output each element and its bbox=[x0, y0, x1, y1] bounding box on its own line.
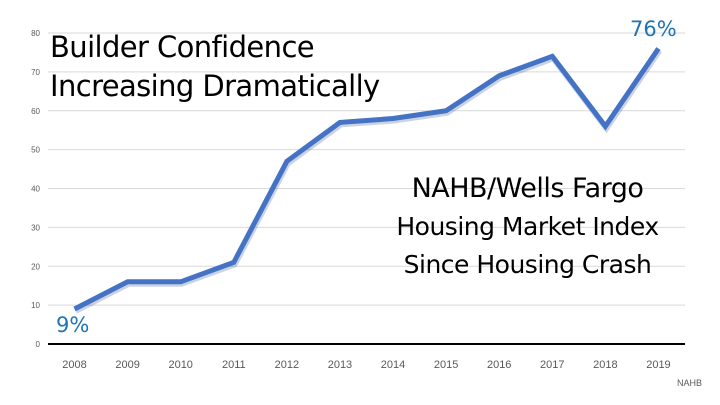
x-tick-label: 2016 bbox=[487, 359, 511, 371]
title-line-1: Builder Confidence bbox=[50, 30, 315, 64]
x-tick-label: 2012 bbox=[275, 359, 299, 371]
x-tick-label: 2018 bbox=[593, 359, 617, 371]
y-tick-label: 10 bbox=[31, 301, 40, 310]
y-tick-label: 40 bbox=[31, 185, 40, 194]
y-tick-label: 20 bbox=[31, 262, 40, 271]
subtitle-line-3: Since Housing Crash bbox=[403, 250, 652, 279]
x-tick-label: 2017 bbox=[540, 359, 564, 371]
x-tick-label: 2013 bbox=[328, 359, 352, 371]
subtitle-line-2: Housing Market Index bbox=[396, 212, 659, 241]
x-tick-label: 2014 bbox=[381, 359, 405, 371]
source-label: NAHB bbox=[676, 378, 702, 388]
chart-title: Builder Confidence Increasing Dramatical… bbox=[50, 28, 380, 106]
x-tick-label: 2011 bbox=[222, 359, 246, 371]
title-line-2: Increasing Dramatically bbox=[50, 69, 380, 103]
y-tick-label: 50 bbox=[31, 146, 40, 155]
x-tick-label: 2008 bbox=[62, 359, 86, 371]
start-value-label: 9% bbox=[56, 313, 90, 337]
y-tick-label: 0 bbox=[36, 340, 41, 349]
y-tick-label: 30 bbox=[31, 223, 40, 232]
y-tick-label: 80 bbox=[31, 29, 40, 38]
series-line bbox=[73, 47, 661, 312]
x-tick-label: 2019 bbox=[646, 359, 670, 371]
chart-subtitle: NAHB/Wells Fargo Housing Market Index Si… bbox=[355, 170, 700, 284]
x-tick-label: 2009 bbox=[115, 359, 139, 371]
x-tick-label: 2010 bbox=[168, 359, 192, 371]
subtitle-line-1: NAHB/Wells Fargo bbox=[411, 173, 644, 204]
y-tick-label: 70 bbox=[31, 68, 40, 77]
end-value-label: 76% bbox=[630, 17, 677, 41]
x-tick-label: 2015 bbox=[434, 359, 458, 371]
y-tick-label: 60 bbox=[31, 107, 40, 116]
